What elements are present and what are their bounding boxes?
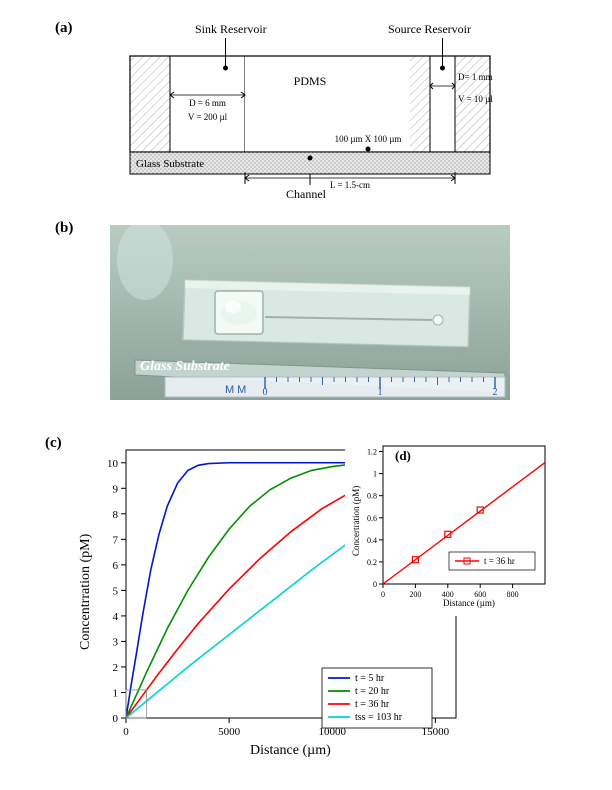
svg-text:0: 0 <box>373 580 377 589</box>
panel-d-chart: 020040060080000.20.40.60.811.2t = 36 hr … <box>345 438 555 616</box>
svg-text:0: 0 <box>123 726 129 738</box>
chart-d-ylabel: Concertration (pM) <box>351 486 361 556</box>
svg-text:100 µm X 100 µm: 100 µm X 100 µm <box>335 134 402 144</box>
svg-text:0: 0 <box>263 387 268 398</box>
svg-text:V = 200 µl: V = 200 µl <box>188 112 228 122</box>
svg-text:0.4: 0.4 <box>367 536 377 545</box>
panel-a-schematic: PDMS D = 6 mm V = 200 µl D= 1 mm V = 10 µl 10… <box>110 30 510 195</box>
svg-text:0: 0 <box>381 590 385 599</box>
svg-text:D = 6 mm: D = 6 mm <box>189 98 226 108</box>
svg-text:3: 3 <box>113 636 119 648</box>
svg-text:2: 2 <box>493 387 498 398</box>
svg-text:t = 5 hr: t = 5 hr <box>355 673 385 684</box>
svg-text:t = 36 hr: t = 36 hr <box>355 699 390 710</box>
channel-label: Channel <box>286 187 326 202</box>
svg-text:1: 1 <box>113 687 119 699</box>
panel-b-label: (b) <box>55 220 73 237</box>
photo-svg: Glass Substrate MM 0 1 2 <box>110 225 510 400</box>
panel-a-label: (a) <box>55 20 73 37</box>
panel-d-label: (d) <box>395 448 411 464</box>
chart-c-xlabel: Distance (µm) <box>250 743 331 759</box>
panel-c-label: (c) <box>45 435 62 452</box>
chart-d-xlabel: Distance (µm) <box>443 598 495 608</box>
chart-c-ylabel: Concentrration (pM) <box>78 534 94 650</box>
svg-text:2: 2 <box>113 662 119 674</box>
sink-label: Sink Reservoir <box>195 22 267 37</box>
svg-text:8: 8 <box>113 509 119 521</box>
svg-text:7: 7 <box>113 534 119 546</box>
svg-text:L = 1.5-cm: L = 1.5-cm <box>330 180 370 190</box>
svg-text:5: 5 <box>113 585 119 597</box>
svg-text:800: 800 <box>507 590 519 599</box>
source-label: Source Reservoir <box>388 22 471 37</box>
schematic-svg: PDMS D = 6 mm V = 200 µl D= 1 mm V = 10 µl 10… <box>110 30 510 195</box>
svg-text:Glass Substrate: Glass Substrate <box>140 359 230 374</box>
svg-text:tss = 103 hr: tss = 103 hr <box>355 712 403 723</box>
svg-text:9: 9 <box>113 483 119 495</box>
svg-text:10: 10 <box>107 458 119 470</box>
svg-text:5000: 5000 <box>218 726 241 738</box>
svg-text:1.2: 1.2 <box>367 448 377 457</box>
svg-text:Glass Substrate: Glass Substrate <box>136 158 204 170</box>
panel-b-photo: Glass Substrate MM 0 1 2 <box>110 225 510 400</box>
svg-text:0: 0 <box>113 713 119 725</box>
svg-text:t = 36 hr: t = 36 hr <box>484 556 515 566</box>
chart-d-svg: 020040060080000.20.40.60.811.2t = 36 hr <box>345 438 555 616</box>
svg-text:200: 200 <box>409 590 421 599</box>
svg-text:1: 1 <box>373 470 377 479</box>
svg-text:0.6: 0.6 <box>367 514 377 523</box>
svg-text:4: 4 <box>113 611 119 623</box>
svg-text:0.8: 0.8 <box>367 492 377 501</box>
svg-text:V = 10 µl: V = 10 µl <box>458 94 493 104</box>
svg-text:0.2: 0.2 <box>367 558 377 567</box>
svg-text:1: 1 <box>378 387 383 398</box>
svg-text:6: 6 <box>113 560 119 572</box>
svg-text:D= 1 mm: D= 1 mm <box>458 72 493 82</box>
svg-text:PDMS: PDMS <box>294 74 327 88</box>
svg-text:t = 20 hr: t = 20 hr <box>355 686 390 697</box>
svg-text:MM: MM <box>225 384 249 396</box>
